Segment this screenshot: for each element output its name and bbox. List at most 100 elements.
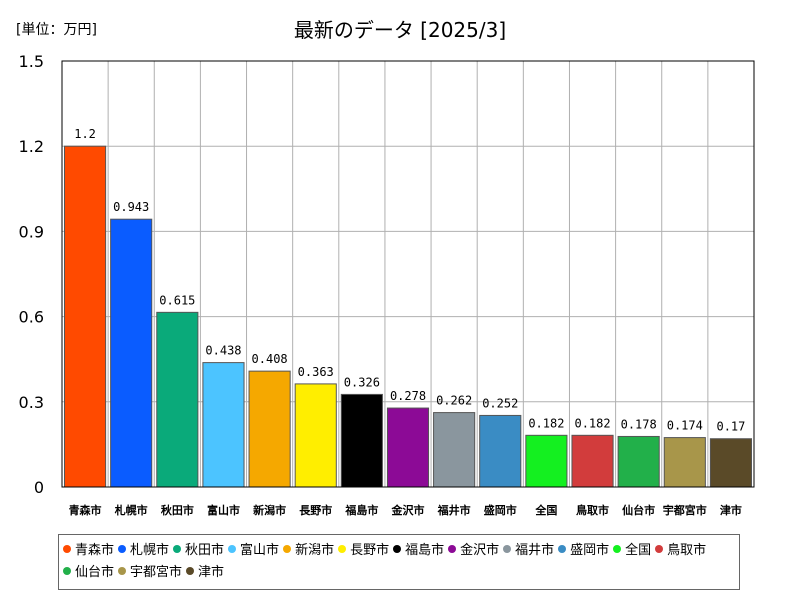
legend-marker — [338, 545, 347, 553]
legend-item: 福井市 — [503, 540, 554, 562]
data-label: 0.17 — [716, 420, 745, 434]
legend-label: 札幌市 — [130, 543, 170, 558]
x-tick-label: 新潟市 — [253, 503, 286, 517]
data-label: 0.943 — [113, 200, 149, 214]
legend-label: 金沢市 — [460, 543, 500, 558]
legend-label: 富山市 — [240, 543, 280, 558]
bar — [110, 218, 153, 488]
data-label: 0.252 — [482, 396, 518, 410]
bar — [663, 437, 706, 488]
legend-marker — [558, 545, 567, 553]
bar — [156, 311, 199, 488]
plot-frame — [61, 60, 755, 488]
y-tick-label: 0.3 — [19, 393, 44, 412]
bar — [340, 393, 383, 488]
legend-label: 福島市 — [405, 543, 445, 558]
bar — [479, 414, 522, 488]
legend-item: 鳥取市 — [655, 540, 706, 562]
data-label: 0.178 — [621, 417, 657, 431]
data-label: 1.2 — [74, 127, 96, 141]
legend-item: 仙台市 — [63, 562, 114, 584]
legend-label: 新潟市 — [295, 543, 335, 558]
data-label: 0.278 — [390, 389, 426, 403]
x-tick-label: 福島市 — [344, 503, 378, 517]
legend-marker — [228, 545, 237, 553]
legend-label: 長野市 — [350, 543, 390, 558]
bar — [617, 435, 660, 488]
data-label: 0.182 — [574, 416, 610, 430]
legend-label: 盛岡市 — [570, 543, 610, 558]
legend-item: 津市 — [186, 562, 224, 584]
unit-label: [単位：万円] — [16, 22, 97, 38]
x-tick-label: 秋田市 — [161, 503, 194, 517]
legend-marker — [613, 545, 622, 553]
bar-chart: 0 0.3 0.6 0.9 1.2 1.5 1.2 青森市 0.943 札幌市 0.615 秋田市 0.… — [19, 52, 755, 517]
bar — [294, 383, 337, 488]
legend-item: 札幌市 — [118, 540, 169, 562]
y-tick-label: 0.6 — [19, 308, 44, 327]
bar — [709, 438, 752, 488]
legend-item: 盛岡市 — [558, 540, 609, 562]
data-label: 0.438 — [205, 344, 241, 358]
bar — [525, 434, 568, 488]
legend-item: 長野市 — [338, 540, 389, 562]
x-tick-label: 鳥取市 — [576, 503, 609, 517]
legend-label: 鳥取市 — [667, 543, 707, 558]
legend-item: 福島市 — [393, 540, 444, 562]
legend-marker — [283, 545, 292, 553]
chart-legend: 青森市 札幌市 秋田市 富山市 新潟市 長野市 福島市 金沢市 福井市 盛岡市 全国 鳥取市仙台市 宇都… — [58, 534, 740, 590]
y-tick-label: 0.9 — [19, 222, 44, 241]
x-tick-label: 青森市 — [69, 503, 102, 517]
legend-label: 青森市 — [75, 543, 115, 558]
bar — [248, 370, 291, 488]
legend-marker — [186, 567, 195, 575]
legend-item: 秋田市 — [173, 540, 224, 562]
legend-marker — [393, 545, 402, 553]
data-label: 0.174 — [667, 419, 703, 433]
bar — [64, 145, 107, 488]
data-label: 0.363 — [298, 365, 334, 379]
legend-label: 福井市 — [515, 543, 555, 558]
legend-label: 宇都宮市 — [130, 565, 183, 580]
legend-label: 津市 — [198, 565, 225, 580]
data-label: 0.615 — [159, 293, 195, 307]
x-tick-label: 仙台市 — [622, 503, 655, 517]
x-tick-label: 盛岡市 — [484, 503, 517, 517]
x-tick-label: 津市 — [720, 503, 742, 517]
x-tick-label: 全国 — [534, 503, 557, 517]
data-label: 0.408 — [252, 352, 288, 366]
data-label: 0.182 — [528, 416, 564, 430]
bar — [433, 412, 476, 488]
legend-label: 全国 — [625, 543, 652, 558]
chart-title: 最新のデータ [2025/3] — [293, 18, 507, 42]
legend-marker — [448, 545, 457, 553]
legend-item: 青森市 — [63, 540, 114, 562]
x-tick-label: 福井市 — [437, 503, 471, 517]
legend-marker — [173, 545, 182, 553]
x-tick-label: 富山市 — [207, 503, 240, 517]
legend-marker — [118, 567, 127, 575]
legend-item: 新潟市 — [283, 540, 334, 562]
legend-marker — [655, 545, 664, 553]
x-tick-label: 札幌市 — [114, 503, 148, 517]
legend-marker — [503, 545, 512, 553]
legend-marker — [63, 545, 71, 553]
legend-label: 仙台市 — [75, 565, 115, 580]
legend-label: 秋田市 — [185, 543, 225, 558]
bar — [386, 407, 430, 488]
data-label: 0.326 — [344, 375, 380, 389]
x-tick-label: 宇都宮市 — [663, 503, 707, 517]
y-tick-label: 1.2 — [19, 137, 44, 156]
bar — [202, 362, 245, 488]
legend-item: 宇都宮市 — [118, 562, 182, 584]
legend-marker — [63, 567, 71, 575]
y-tick-label: 1.5 — [19, 52, 44, 71]
legend-item: 富山市 — [228, 540, 279, 562]
x-tick-label: 長野市 — [299, 503, 332, 517]
legend-item: 全国 — [613, 540, 651, 562]
legend-item: 金沢市 — [448, 540, 499, 562]
bar — [571, 434, 614, 488]
legend-marker — [118, 545, 127, 553]
x-tick-label: 金沢市 — [391, 503, 425, 517]
y-tick-label: 0 — [34, 478, 44, 497]
